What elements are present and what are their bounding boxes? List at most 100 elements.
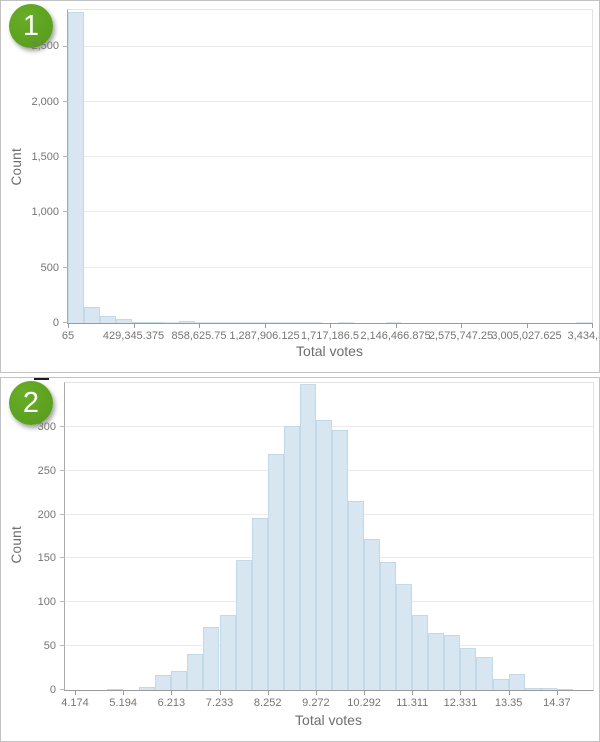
histogram-panel-raw-votes: 1 0 500 1,000 1,500 2,000 2,500 65 429,345.375 8… <box>0 0 600 373</box>
x-tick-label: 65 <box>61 330 75 342</box>
stray-mark <box>34 378 49 380</box>
x-tick-label: 3,434,308 <box>567 330 599 342</box>
histogram-bar <box>444 634 461 690</box>
x-tick-label: 4.174 <box>61 697 89 709</box>
gridline <box>68 45 592 47</box>
gridline <box>68 266 592 268</box>
x-tick-label: 10.292 <box>347 697 381 709</box>
x-tick-mark <box>133 323 135 328</box>
histogram-bar <box>524 688 541 690</box>
gridline <box>68 156 592 158</box>
histogram-bar <box>139 686 156 690</box>
gridline <box>68 100 592 102</box>
x-axis-title: Total votes <box>296 343 363 359</box>
histogram-bar <box>290 322 307 323</box>
x-tick-mark <box>412 690 414 695</box>
y-axis-title: Count <box>9 148 24 186</box>
histogram-panel-log-votes: 2 0 50 100 150 200 250 300 4.174 5.194 6.213 7.233… <box>0 377 600 742</box>
histogram-bar <box>380 561 397 690</box>
y-tick-label: 0 <box>49 684 56 696</box>
plot-area: 0 50 100 150 200 250 300 4.174 5.194 6.213 7.233 8.… <box>38 382 594 709</box>
x-tick-mark <box>526 323 528 328</box>
histogram-bar <box>267 454 284 690</box>
x-tick-label: 858,625.75 <box>171 330 227 342</box>
y-tick-mark <box>60 601 65 603</box>
y-tick-label: 500 <box>40 261 59 274</box>
x-tick-label: 8.252 <box>253 697 282 709</box>
histogram-bar <box>163 322 180 323</box>
histogram-bar <box>187 654 204 690</box>
x-tick-label: 9.272 <box>302 697 330 709</box>
histogram-bar <box>99 316 116 323</box>
y-tick-mark <box>60 513 65 515</box>
step-number-badge: 1 <box>9 4 53 48</box>
x-tick-mark <box>592 323 593 328</box>
x-tick-label: 13.35 <box>494 697 523 709</box>
histogram-bar <box>315 419 332 690</box>
x-tick-label: 2,575,747.25 <box>428 330 494 342</box>
x-tick-mark <box>219 690 221 695</box>
y-tick-label: 50 <box>43 640 56 653</box>
histogram-bar <box>83 306 100 323</box>
x-tick-mark <box>68 323 69 328</box>
y-tick-label: 2,500 <box>31 40 59 53</box>
x-tick-label: 14.37 <box>543 697 571 709</box>
histogram-bar <box>235 560 252 690</box>
y-tick-label: 250 <box>37 464 56 477</box>
histogram-bar <box>68 12 84 323</box>
histogram-bar <box>210 322 227 323</box>
y-tick-mark <box>63 266 68 268</box>
histogram-bar <box>171 670 188 690</box>
histogram-bar <box>540 688 557 690</box>
histogram-bar <box>347 500 365 690</box>
histogram-bar <box>396 583 413 690</box>
x-tick-mark <box>171 690 173 695</box>
histogram-bar <box>476 656 493 690</box>
y-tick-mark <box>63 100 68 102</box>
histogram-bar <box>306 322 323 323</box>
plot-area: 0 500 1,000 1,500 2,000 2,500 65 429,345.375 858… <box>31 9 599 342</box>
x-tick-mark <box>264 323 266 328</box>
y-tick-label: 2,000 <box>31 95 59 108</box>
histogram-bar <box>179 321 196 323</box>
x-tick-label: 1,287,906.125 <box>229 330 300 342</box>
histogram-bar <box>385 322 402 323</box>
histogram-bar <box>274 322 291 323</box>
x-tick-mark <box>123 690 125 695</box>
y-tick-label: 1,500 <box>31 151 59 164</box>
y-tick-mark <box>63 322 68 323</box>
x-tick-mark <box>460 690 462 695</box>
histogram-bar <box>337 322 354 323</box>
histogram-bar <box>283 425 300 690</box>
y-tick-mark <box>60 689 65 690</box>
histogram-bar <box>412 614 429 690</box>
histogram-bar <box>195 322 211 323</box>
gridline <box>68 211 592 213</box>
histogram-bar <box>428 633 445 690</box>
y-tick-label: 1,000 <box>31 206 59 219</box>
x-tick-mark <box>556 690 558 695</box>
step-number-badge: 2 <box>9 381 53 425</box>
histogram-bar <box>258 322 275 323</box>
x-tick-mark <box>508 690 510 695</box>
x-tick-mark <box>461 323 462 328</box>
y-tick-label: 300 <box>37 420 56 433</box>
x-tick-mark <box>330 323 331 328</box>
x-tick-mark <box>199 323 200 328</box>
x-tick-label: 1,717,186.5 <box>300 330 360 342</box>
x-tick-mark <box>395 323 397 328</box>
histogram-bar <box>299 383 316 690</box>
x-tick-label: 6.213 <box>157 697 186 709</box>
y-tick-mark <box>63 45 68 47</box>
y-tick-mark <box>63 211 68 213</box>
histogram-bar <box>460 647 477 690</box>
histogram-bar <box>115 319 132 323</box>
x-tick-label: 2,146,466.875 <box>360 330 431 342</box>
y-tick-mark <box>60 645 65 647</box>
x-tick-label: 7.233 <box>205 697 234 709</box>
histogram-bar <box>203 626 220 690</box>
x-axis-title: Total votes <box>295 712 362 728</box>
x-tick-label: 3,005,027.625 <box>491 330 562 342</box>
histogram-bar <box>576 322 592 323</box>
